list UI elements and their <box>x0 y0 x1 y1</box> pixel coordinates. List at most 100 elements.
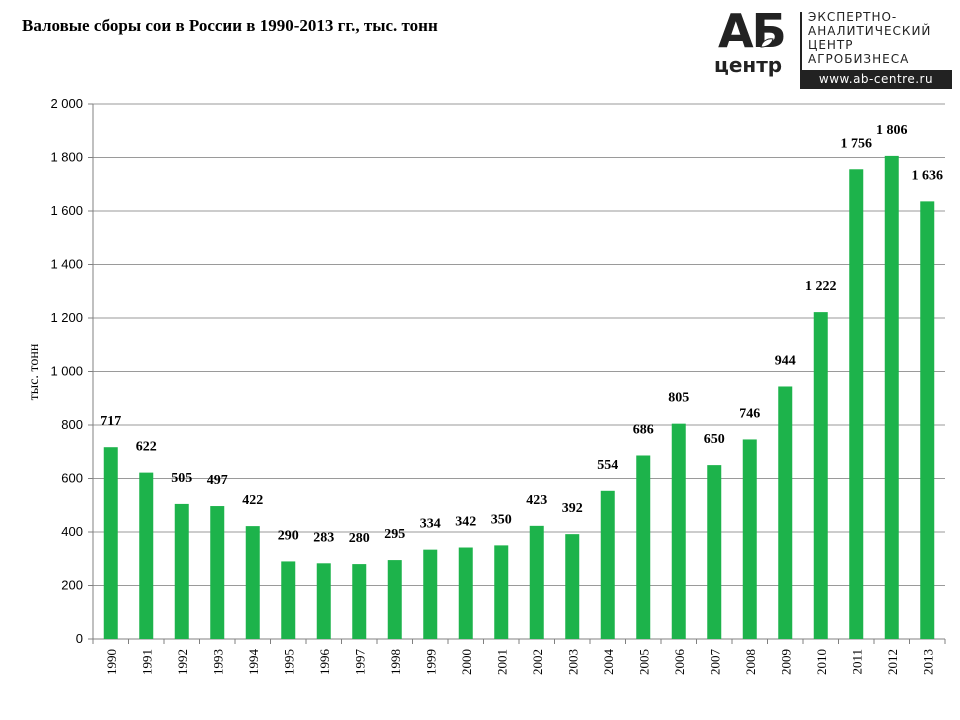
bar <box>565 534 580 639</box>
data-label: 717 <box>100 414 121 429</box>
y-tick-label: 400 <box>61 524 83 539</box>
data-label: 280 <box>349 531 370 546</box>
x-tick-label: 1996 <box>317 649 332 676</box>
data-label: 350 <box>491 512 512 527</box>
x-tick-label: 1993 <box>210 649 225 675</box>
data-label: 295 <box>384 527 405 542</box>
axis-layer: 0 200 400 600 800 1 000 1 200 1 400 1 600 1 800 2 … <box>50 96 946 676</box>
bar <box>813 312 828 639</box>
value-label-layer: 717 622 505 497 422 290 283 280 295 334 342 350 423 3… <box>100 123 943 546</box>
bar <box>742 439 757 639</box>
data-label: 423 <box>526 493 547 508</box>
logo-url: www.ab-centre.ru <box>800 70 952 89</box>
x-tick-label: 2006 <box>672 649 687 676</box>
data-label: 554 <box>597 458 618 473</box>
leaf-icon <box>760 38 774 48</box>
logo-mark: АБ центр <box>712 4 796 77</box>
data-label: 746 <box>739 406 760 421</box>
x-tick-label: 2012 <box>885 649 900 675</box>
bar <box>778 386 793 639</box>
logo-caption-line: ЦЕНТР <box>808 38 854 52</box>
x-tick-label: 2005 <box>636 649 651 675</box>
x-tick-label: 2011 <box>849 649 864 675</box>
x-tick-label: 1992 <box>175 649 190 675</box>
bar <box>636 455 651 639</box>
bar <box>671 423 686 639</box>
x-tick-label: 2007 <box>707 649 722 676</box>
bar <box>458 547 473 639</box>
x-tick-label: 2001 <box>494 649 509 675</box>
bar <box>494 545 509 639</box>
logo-divider <box>800 12 802 76</box>
y-tick-label: 800 <box>61 417 83 432</box>
x-tick-label: 2004 <box>601 649 616 676</box>
ab-centre-logo: АБ центр ЭКСПЕРТНО- АНАЛИТИЧЕСКИЙ ЦЕНТР … <box>712 4 952 90</box>
data-label: 392 <box>562 501 583 516</box>
bar <box>423 549 438 639</box>
data-label: 622 <box>136 440 157 455</box>
data-label: 1 806 <box>876 123 908 138</box>
x-tick-label: 2013 <box>920 649 935 675</box>
data-label: 334 <box>420 517 441 532</box>
data-label: 1 756 <box>841 136 873 151</box>
data-label: 1 636 <box>912 168 944 183</box>
data-label: 342 <box>455 515 476 530</box>
data-label: 505 <box>171 471 192 486</box>
x-tick-label: 2008 <box>743 649 758 675</box>
bar <box>707 465 722 639</box>
bar <box>920 201 935 639</box>
y-tick-label: 1 600 <box>50 203 83 218</box>
x-tick-label: 2002 <box>530 649 545 675</box>
logo-caption-line: АНАЛИТИЧЕСКИЙ <box>808 24 932 38</box>
y-tick-label: 1 800 <box>50 150 83 165</box>
logo-centr-text: центр <box>714 53 783 77</box>
chart-title: Валовые сборы сои в России в 1990-2013 г… <box>22 16 438 35</box>
bar <box>139 472 154 639</box>
logo-caption-line: АГРОБИЗНЕСА <box>808 52 910 66</box>
x-tick-label: 1991 <box>139 649 154 675</box>
data-label: 283 <box>313 530 334 545</box>
y-tick-label: 1 000 <box>50 364 83 379</box>
x-tick-label: 2010 <box>814 649 829 675</box>
x-tick-label: 1999 <box>423 649 438 675</box>
bar <box>316 563 331 639</box>
data-label: 497 <box>207 473 228 488</box>
logo-caption-line: ЭКСПЕРТНО- <box>808 10 898 24</box>
bar <box>600 490 615 639</box>
grid-layer <box>93 103 945 586</box>
x-tick-label: 1995 <box>281 649 296 675</box>
data-label: 944 <box>775 353 796 368</box>
bar <box>245 526 260 639</box>
bar <box>352 564 367 639</box>
data-label: 650 <box>704 432 725 447</box>
bar <box>387 560 402 639</box>
y-tick-label: 2 000 <box>50 96 83 111</box>
bar <box>281 561 296 639</box>
y-tick-label: 1 400 <box>50 257 83 272</box>
x-tick-label: 1990 <box>104 649 119 675</box>
data-label: 422 <box>242 493 263 508</box>
data-label: 686 <box>633 422 654 437</box>
bar <box>174 503 189 639</box>
bar-layer <box>103 155 935 639</box>
x-tick-label: 2009 <box>778 649 793 675</box>
x-tick-label: 2000 <box>459 649 474 675</box>
logo-ab-text: АБ <box>718 4 787 58</box>
x-tick-label: 1998 <box>388 649 403 675</box>
logo-caption: ЭКСПЕРТНО- АНАЛИТИЧЕСКИЙ ЦЕНТР АГРОБИЗНЕ… <box>808 10 931 66</box>
x-tick-label: 2003 <box>565 649 580 675</box>
bar <box>849 169 864 639</box>
y-tick-label: 200 <box>61 578 83 593</box>
bar <box>529 525 544 639</box>
data-label: 1 222 <box>805 279 837 294</box>
y-tick-label: 1 200 <box>50 310 83 325</box>
y-tick-label: 600 <box>61 471 83 486</box>
bar <box>210 506 225 639</box>
x-tick-label: 1997 <box>352 649 367 676</box>
bar <box>884 155 899 639</box>
y-axis-label: тыс. тонн <box>27 343 42 400</box>
bar <box>103 447 118 639</box>
data-label: 805 <box>668 391 689 406</box>
data-label: 290 <box>278 528 299 543</box>
